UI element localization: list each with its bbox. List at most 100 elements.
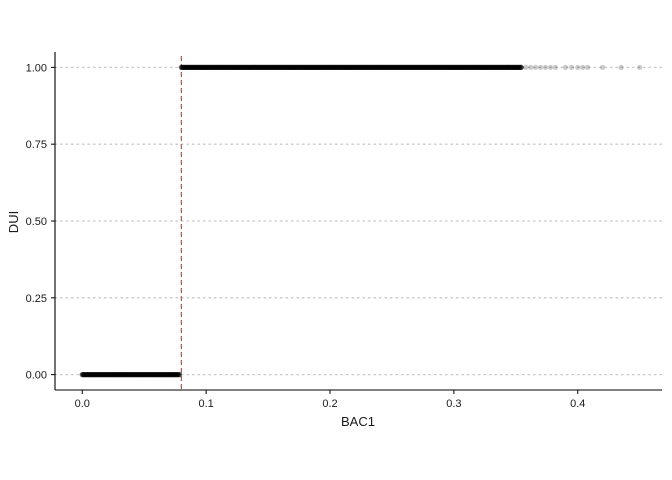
data-point [311,64,317,70]
data-point [511,64,517,70]
data-point [411,64,417,70]
data-point [451,64,457,70]
data-point [421,64,427,70]
data-point [455,64,461,70]
data-point [154,372,161,378]
data-point [395,64,401,70]
data-point [160,372,167,378]
data-point [134,372,140,378]
data-point [421,64,427,70]
data-point [388,64,395,70]
data-point [171,372,178,378]
data-point [390,64,397,70]
data-point [118,372,124,378]
data-point [92,372,98,378]
data-point [204,64,210,70]
data-point [475,64,481,70]
data-point [439,64,445,70]
data-point [85,372,91,378]
data-point [496,64,503,70]
data-point [366,64,372,70]
data-point [197,64,203,70]
data-point [171,372,178,378]
data-point [618,64,624,70]
data-point [410,64,416,70]
data-point [114,372,120,378]
data-point [296,64,302,70]
data-point [190,64,196,70]
data-point [305,64,311,70]
data-point [490,64,497,70]
data-point [429,64,435,70]
data-point [222,64,228,70]
data-point [425,64,431,70]
data-point [125,372,131,378]
data-point [107,372,113,378]
data-point [479,64,485,70]
data-point [193,64,199,70]
data-point [223,64,229,70]
data-point [492,64,499,70]
data-point [308,64,314,70]
data-point [212,64,218,70]
data-point [200,64,206,70]
data-point [183,64,189,70]
data-point [274,64,281,70]
data-point [403,64,409,70]
data-point [239,64,245,70]
data-point [127,372,133,378]
y-ticks: 0.000.250.500.751.00 [26,62,55,382]
data-point [514,64,520,70]
data-point [147,372,153,378]
data-point [197,64,203,70]
data-point [493,64,500,70]
data-point [160,372,167,378]
data-point [507,64,513,70]
data-point [325,64,331,70]
data-point [276,64,283,70]
data-point [316,64,322,70]
data-point [83,372,89,378]
data-point [187,64,193,70]
data-point [260,64,266,70]
data-point [267,64,274,70]
data-point [502,64,509,70]
data-point [89,372,95,378]
data-point [492,64,499,70]
data-point [258,64,264,70]
data-point [445,64,451,70]
data-point [363,64,369,70]
data-point [184,64,190,70]
data-point [166,372,173,378]
data-point [211,64,217,70]
data-point [361,64,367,70]
data-point [149,372,155,378]
data-point [290,64,296,70]
data-point [127,372,133,378]
data-point [114,372,120,378]
data-point [156,372,163,378]
data-point [263,64,270,70]
data-point [464,64,470,70]
data-point [185,64,191,70]
data-point [244,64,250,70]
data-point [112,372,118,378]
data-point [300,64,306,70]
data-point [121,372,127,378]
data-point [222,64,228,70]
data-point [333,64,339,70]
data-point [455,64,461,70]
data-point [400,64,406,70]
data-point [216,64,222,70]
data-point [213,64,219,70]
data-point [498,64,505,70]
data-point [372,64,379,70]
data-point [347,64,353,70]
data-point [463,64,469,70]
data-point [216,64,222,70]
data-point [464,64,470,70]
data-point [278,64,285,70]
data-point [141,372,147,378]
data-point [142,372,148,378]
